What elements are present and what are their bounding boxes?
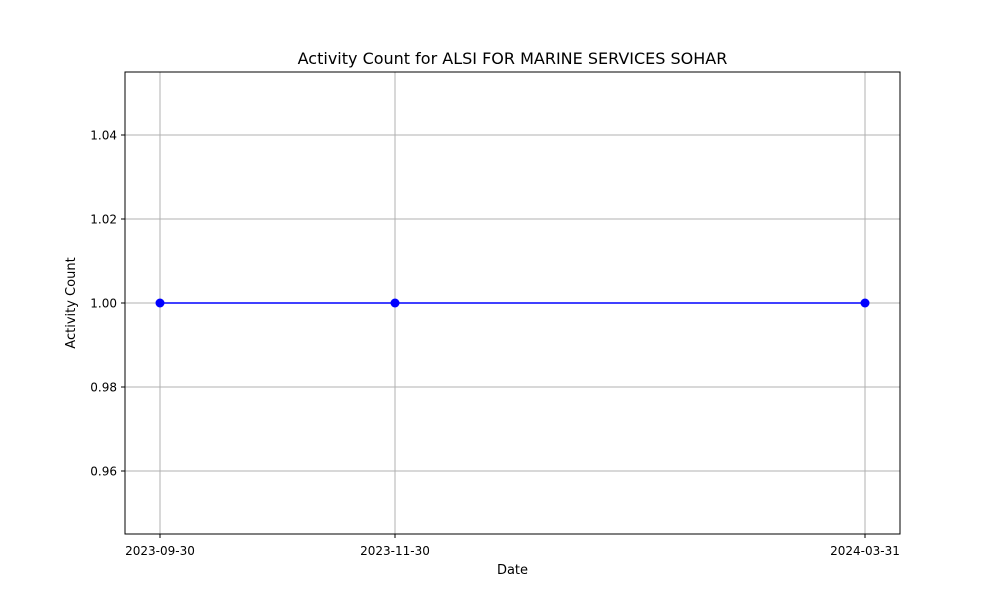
y-tick-label: 1.00 xyxy=(90,297,117,311)
series-layer xyxy=(155,298,870,308)
y-axis-label: Activity Count xyxy=(64,257,79,348)
x-axis-label: Date xyxy=(497,563,528,578)
y-tick-label: 1.04 xyxy=(90,129,117,143)
y-tick-label: 1.02 xyxy=(90,213,117,227)
data-point xyxy=(155,298,165,308)
y-tick-label: 0.98 xyxy=(90,381,117,395)
x-tick-label: 2023-09-30 xyxy=(125,544,195,558)
data-point xyxy=(860,298,870,308)
chart-title: Activity Count for ALSI FOR MARINE SERVI… xyxy=(298,49,728,68)
data-point xyxy=(390,298,400,308)
y-tick-label: 0.96 xyxy=(90,465,117,479)
x-tick-label: 2023-11-30 xyxy=(360,544,430,558)
x-tick-label: 2024-03-31 xyxy=(830,544,900,558)
axis-ticks: 2023-09-30 2023-11-30 2024-03-31 0.96 0.98 1.… xyxy=(90,129,900,559)
